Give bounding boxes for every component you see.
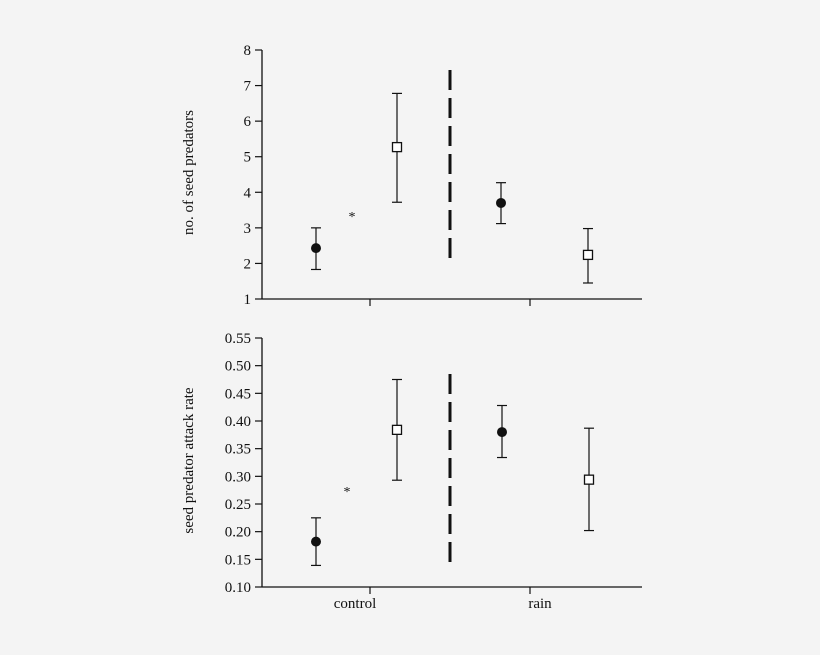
y-tick-label: 1 — [244, 292, 252, 308]
y-tick-label: 0.10 — [225, 580, 251, 596]
y-tick-label: 5 — [244, 150, 252, 166]
data-point-filled-circle — [496, 197, 506, 208]
y-axis-label: seed predator attack rate — [181, 387, 197, 534]
data-point-open-square — [391, 141, 403, 153]
data-point-filled-circle — [497, 427, 507, 438]
y-tick-label: 0.20 — [225, 525, 251, 541]
y-tick-label: 7 — [244, 79, 252, 95]
y-tick-label: 0.35 — [225, 442, 251, 458]
y-tick-label: 6 — [244, 114, 252, 130]
y-tick-label: 0.50 — [225, 359, 251, 375]
y-tick-label: 0.55 — [225, 331, 251, 347]
significance-asterisk: * — [349, 210, 356, 225]
data-point-open-square — [582, 249, 594, 261]
x-category-label-control: control — [334, 596, 377, 612]
y-tick-label: 0.45 — [225, 386, 251, 402]
data-point-open-square — [583, 474, 595, 485]
y-tick-label: 4 — [244, 185, 252, 201]
x-category-label-rain: rain — [528, 596, 552, 612]
y-tick-label: 3 — [244, 221, 252, 237]
data-point-filled-circle — [311, 243, 321, 254]
data-point-filled-circle — [311, 536, 321, 547]
y-tick-label: 8 — [244, 43, 252, 59]
y-tick-label: 2 — [244, 256, 252, 272]
y-tick-label: 0.25 — [225, 497, 251, 513]
y-tick-label: 0.15 — [225, 552, 251, 568]
y-axis-label: no. of seed predators — [181, 110, 197, 235]
data-point-open-square — [391, 424, 403, 436]
y-tick-label: 0.40 — [225, 414, 251, 430]
significance-asterisk: * — [344, 485, 351, 500]
y-tick-label: 0.30 — [225, 469, 251, 485]
